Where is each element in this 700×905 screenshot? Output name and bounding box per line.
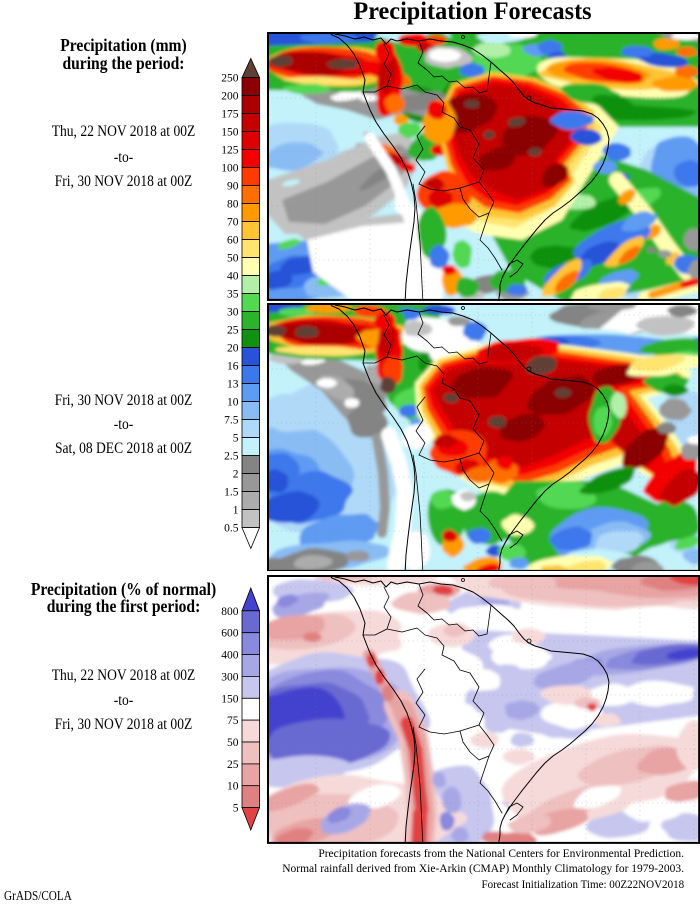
- svg-text:0.5: 0.5: [224, 523, 239, 535]
- svg-text:10: 10: [227, 397, 239, 409]
- svg-text:200: 200: [221, 91, 239, 103]
- svg-text:90: 90: [227, 181, 239, 193]
- svg-text:80: 80: [227, 199, 239, 211]
- svg-text:60: 60: [227, 235, 239, 247]
- svg-text:100: 100: [221, 163, 239, 175]
- svg-text:800: 800: [221, 606, 239, 618]
- svg-text:50: 50: [227, 737, 239, 749]
- svg-text:50: 50: [227, 253, 239, 265]
- svg-text:2: 2: [233, 469, 239, 481]
- svg-text:5: 5: [233, 803, 239, 815]
- svg-text:300: 300: [221, 671, 239, 683]
- svg-text:35: 35: [227, 289, 239, 301]
- svg-text:150: 150: [221, 693, 239, 705]
- svg-text:20: 20: [227, 343, 239, 355]
- svg-text:5: 5: [233, 433, 239, 445]
- svg-text:13: 13: [227, 379, 239, 391]
- svg-text:25: 25: [227, 759, 239, 771]
- svg-text:250: 250: [221, 73, 239, 85]
- svg-text:40: 40: [227, 271, 239, 283]
- svg-text:125: 125: [221, 145, 239, 157]
- svg-text:1.5: 1.5: [224, 487, 239, 499]
- svg-text:600: 600: [221, 628, 239, 640]
- svg-text:150: 150: [221, 127, 239, 139]
- svg-text:16: 16: [227, 361, 239, 373]
- svg-text:70: 70: [227, 217, 239, 229]
- svg-text:10: 10: [227, 781, 239, 793]
- svg-text:30: 30: [227, 307, 239, 319]
- svg-text:7.5: 7.5: [224, 415, 239, 427]
- svg-text:1: 1: [233, 505, 239, 517]
- svg-text:25: 25: [227, 325, 239, 337]
- svg-text:75: 75: [227, 715, 239, 727]
- svg-text:175: 175: [221, 109, 239, 121]
- svg-text:2.5: 2.5: [224, 451, 239, 463]
- svg-text:400: 400: [221, 650, 239, 662]
